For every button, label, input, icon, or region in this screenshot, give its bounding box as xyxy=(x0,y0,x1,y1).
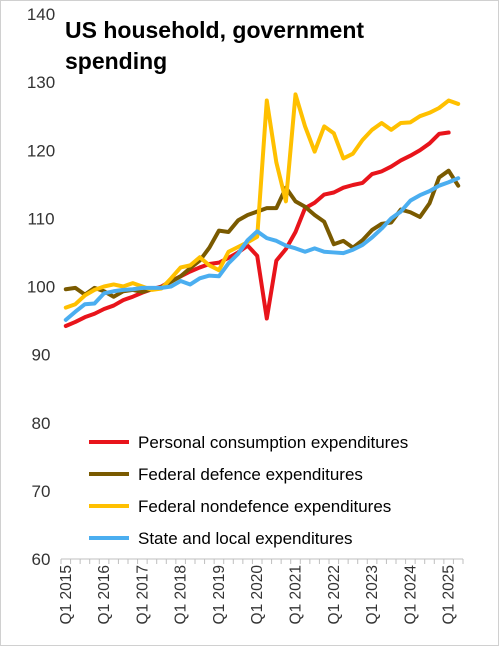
x-tick-label: Q1 2021 xyxy=(288,565,305,624)
y-tick-label: 90 xyxy=(32,346,51,365)
y-tick-label: 80 xyxy=(32,414,51,433)
x-tick-label: Q1 2018 xyxy=(173,565,190,624)
legend-label: Federal nondefence expenditures xyxy=(138,497,391,516)
y-tick-label: 100 xyxy=(27,278,55,297)
x-tick-label: Q1 2022 xyxy=(326,565,343,624)
series-line-3 xyxy=(63,92,461,310)
x-tick-label: Q1 2016 xyxy=(96,565,113,624)
chart-title: US household, government spending xyxy=(65,17,365,74)
x-tick-label: Q1 2019 xyxy=(211,565,228,624)
legend-label: Federal defence expenditures xyxy=(138,465,363,484)
x-tick-label: Q1 2025 xyxy=(441,565,458,624)
x-tick-label: Q1 2023 xyxy=(364,565,381,624)
legend-label: Personal consumption expenditures xyxy=(138,433,408,452)
y-tick-label: 70 xyxy=(32,482,51,501)
y-tick-label: 120 xyxy=(27,141,55,160)
y-tick-label: 140 xyxy=(27,5,55,24)
y-tick-label: 60 xyxy=(32,550,51,569)
y-tick-label: 130 xyxy=(27,73,55,92)
y-tick-label: 110 xyxy=(27,209,54,228)
series-line-1 xyxy=(63,130,451,329)
x-tick-label: Q1 2020 xyxy=(249,565,266,625)
series-line-4 xyxy=(63,176,461,322)
x-tick-label: Q1 2015 xyxy=(58,565,75,624)
x-tick-label: Q1 2017 xyxy=(134,565,151,624)
legend-label: State and local expenditures xyxy=(138,529,353,548)
x-tick-label: Q1 2024 xyxy=(402,565,419,625)
